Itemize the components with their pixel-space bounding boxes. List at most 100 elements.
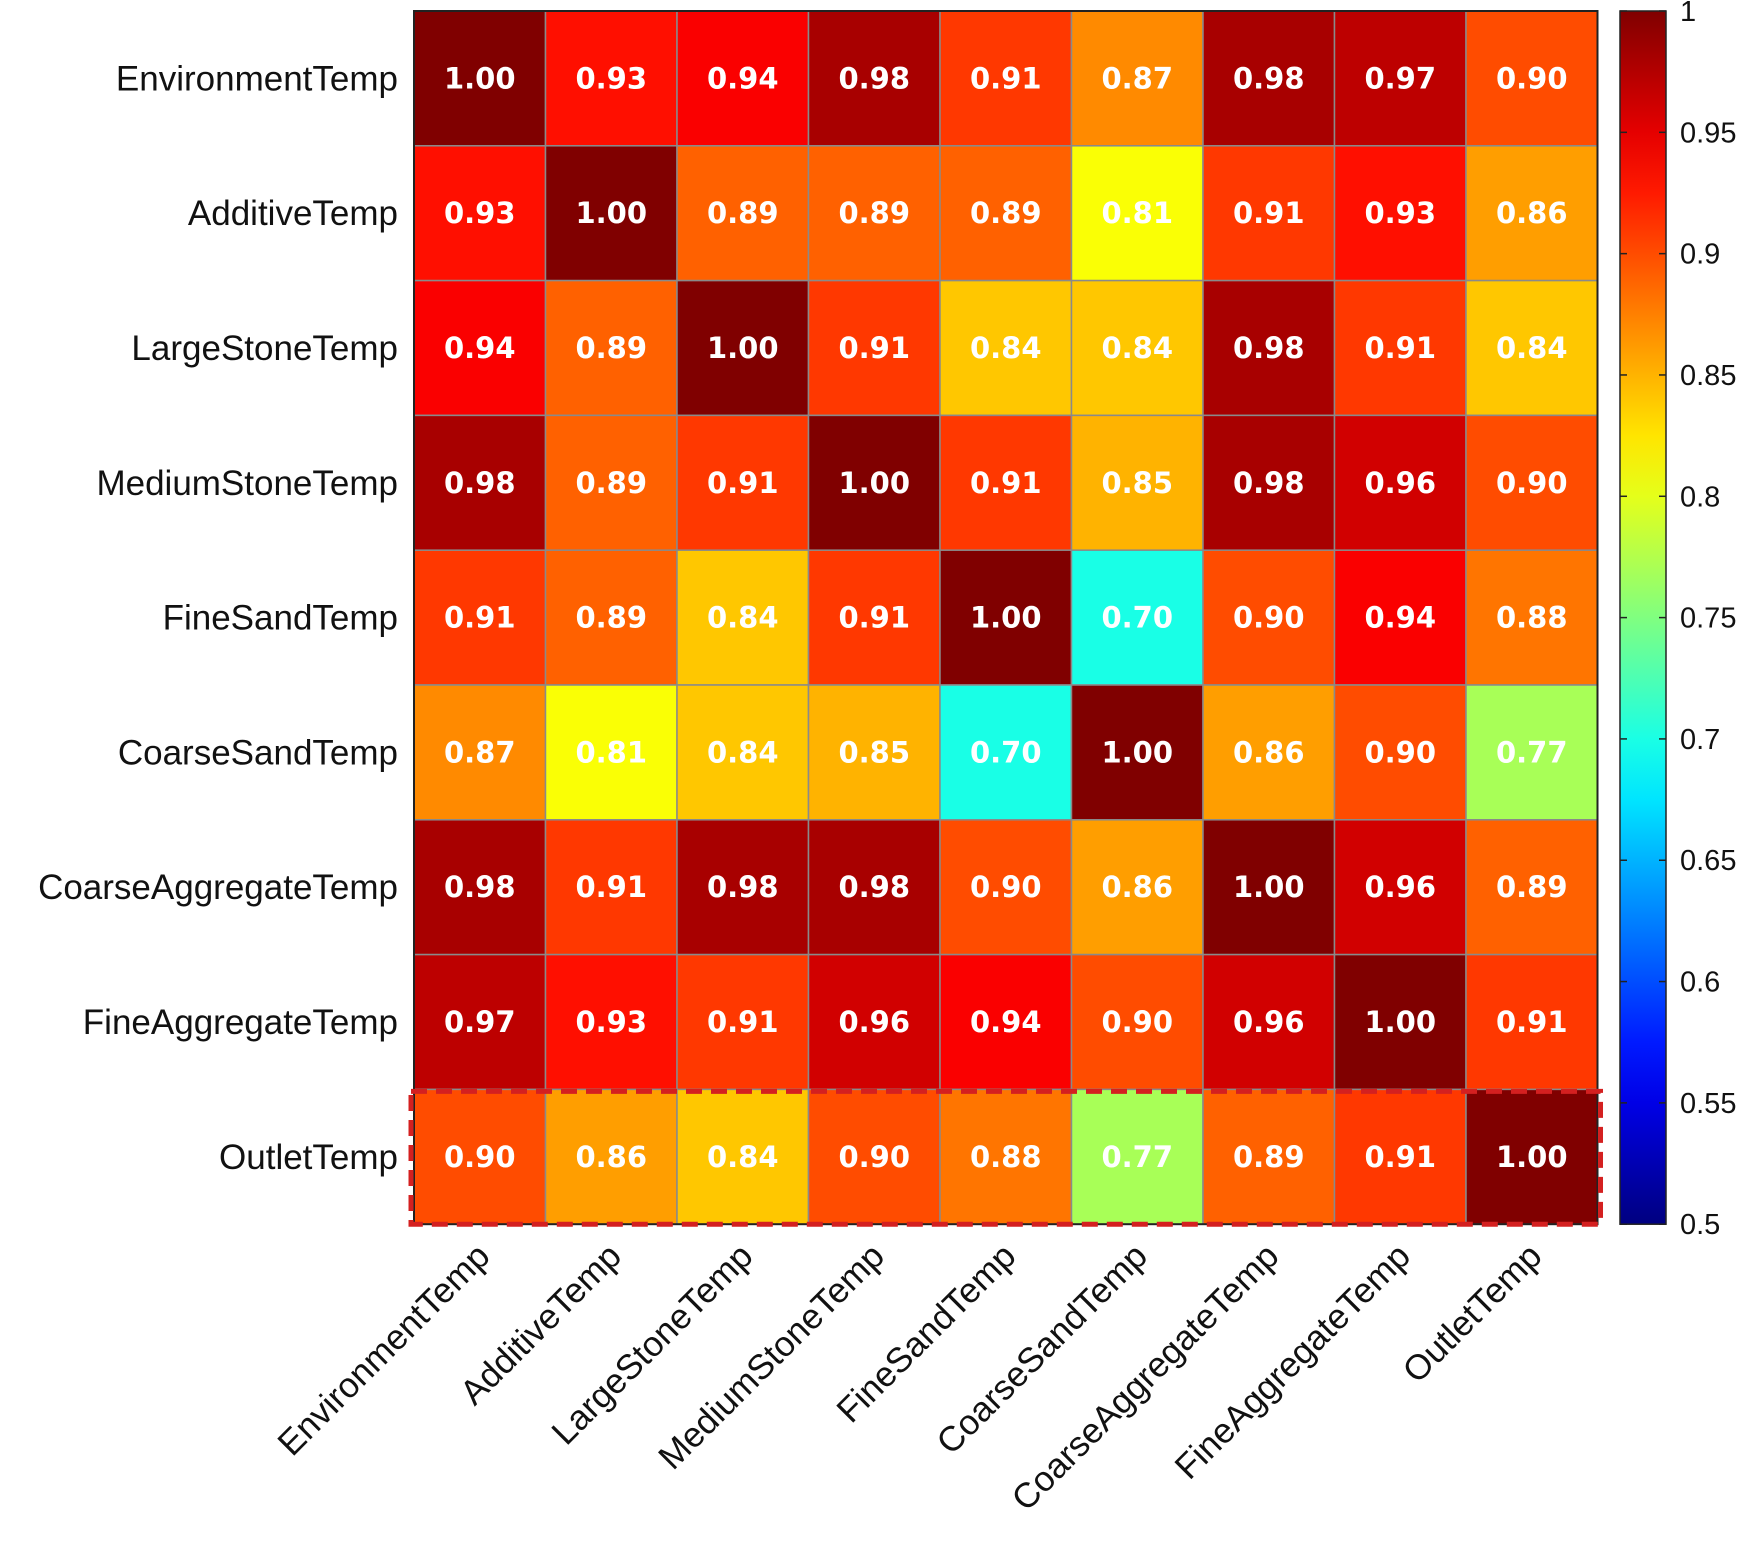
heatmap-cell [1465,414,1599,551]
cell-value: 0.91 [970,466,1042,500]
heatmap-cell [676,819,810,956]
heatmap-cell [1333,10,1467,147]
heatmap-cell [807,1088,941,1225]
cell-value: 1.00 [1233,870,1305,904]
heatmap-cell [413,1088,547,1225]
cell-value: 0.91 [1496,1005,1568,1039]
column-label: MediumStoneTemp [651,1236,892,1477]
heatmap-cell [413,279,547,417]
cell-value: 0.70 [970,735,1042,769]
heatmap-cell [544,10,678,147]
cell-value: 0.89 [707,196,779,230]
heatmap-cell [1202,1088,1336,1225]
colorbar-tick-label: 0.55 [1680,1088,1736,1120]
row-label: FineAggregateTemp [83,1003,398,1042]
cell-value: 0.87 [444,735,516,769]
cell-value: 1.00 [707,331,779,365]
column-label: FineAggregateTemp [1167,1236,1417,1486]
cell-value: 0.90 [1496,466,1568,500]
cell-value: 0.89 [970,196,1042,230]
cell-value: 0.94 [707,61,779,95]
cell-value: 0.87 [1101,61,1173,95]
cell-value: 0.84 [970,331,1042,365]
heatmap-cell [1070,549,1204,686]
cell-value: 0.84 [707,735,779,769]
cell-value: 0.85 [838,735,910,769]
heatmap-cell [807,145,941,282]
cell-value: 0.91 [707,1005,779,1039]
row-label: EnvironmentTemp [116,59,398,98]
cell-value: 0.98 [838,870,910,904]
heatmap-cell [413,819,547,956]
cell-value: 0.96 [838,1005,910,1039]
cell-value: 0.86 [1496,196,1568,230]
cell-value: 0.97 [444,1005,516,1039]
heatmap-cells [413,10,1599,1225]
cell-value: 0.89 [1496,870,1568,904]
row-label: CoarseSandTemp [118,733,398,772]
heatmap-cell [1202,279,1336,417]
cell-value: 0.90 [1496,61,1568,95]
colorbar-tick-label: 0.85 [1680,360,1736,392]
colorbar-tick-label: 0.7 [1680,724,1720,756]
heatmap-cell [676,1088,810,1225]
column-label: CoarseAggregateTemp [1004,1236,1286,1518]
heatmap-cell [807,549,941,686]
heatmap-cell [676,953,810,1091]
cell-value: 0.89 [575,601,647,635]
row-label: OutletTemp [219,1138,398,1177]
cell-value: 0.94 [1364,601,1436,635]
cell-value: 1.00 [970,601,1042,635]
heatmap-cell [939,953,1073,1091]
cell-value: 0.86 [575,1140,647,1174]
cell-value: 0.90 [1364,735,1436,769]
cell-value: 0.84 [707,1140,779,1174]
cell-value: 0.98 [444,870,516,904]
heatmap-cell [1333,145,1467,282]
cell-value: 0.88 [970,1140,1042,1174]
heatmap-cell [1465,953,1599,1091]
cell-value: 0.89 [838,196,910,230]
cell-value: 0.98 [1233,466,1305,500]
cell-value: 1.00 [1364,1005,1436,1039]
cell-value: 0.85 [1101,466,1173,500]
heatmap-cell [1202,953,1336,1091]
cell-value: 0.77 [1496,735,1568,769]
cell-value: 1.00 [444,61,516,95]
cell-value: 0.86 [1233,735,1305,769]
heatmap-cell [413,953,547,1091]
heatmap-cell [544,414,678,551]
heatmap-cell [1465,549,1599,686]
heatmap-cell [413,414,547,551]
column-label: EnvironmentTemp [270,1236,497,1463]
heatmap-cell [807,279,941,417]
heatmap-values: 1.00 0.93 0.94 0.98 0.91 0.87 0.98 0.97 0.90 0.93… [444,61,1568,1173]
cell-value: 0.91 [838,331,910,365]
heatmap-cell [544,279,678,417]
cell-value: 0.98 [1233,61,1305,95]
colorbar-tick-label: 0.75 [1680,603,1736,635]
cell-value: 0.81 [1101,196,1173,230]
cell-value: 0.91 [1233,196,1305,230]
heatmap-cell [1202,145,1336,282]
colorbar-tick-label: 0.95 [1680,117,1736,149]
cell-value: 0.91 [970,61,1042,95]
heatmap-cell [1202,549,1336,686]
heatmap-cell [1070,684,1204,821]
colorbar-tick-label: 0.9 [1680,239,1720,271]
cell-value: 0.91 [1364,331,1436,365]
colorbar-tick-label: 1 [1680,0,1696,28]
heatmap-cell [807,953,941,1091]
heatmap-cell [1465,145,1599,282]
colorbar-tick-label: 0.6 [1680,967,1720,999]
heatmap-cell [544,1088,678,1225]
cell-value: 0.98 [707,870,779,904]
row-label: MediumStoneTemp [96,464,398,503]
colorbar-tick-label: 0.5 [1680,1209,1720,1241]
cell-value: 0.98 [444,466,516,500]
cell-value: 0.91 [838,601,910,635]
heatmap-cell [1202,819,1336,956]
cell-value: 1.00 [575,196,647,230]
cell-value: 0.93 [444,196,516,230]
